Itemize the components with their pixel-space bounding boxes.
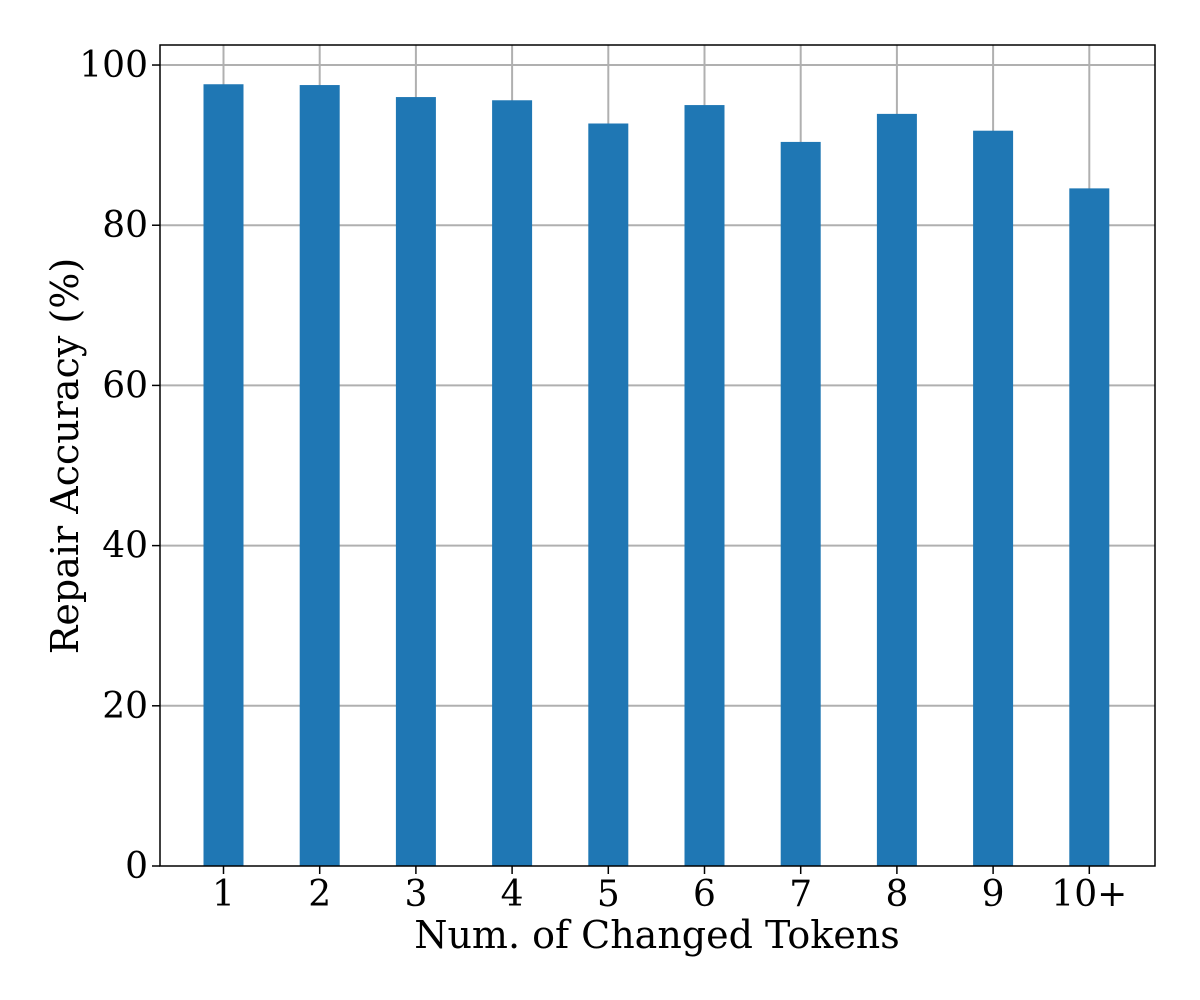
bar-10+ [1069,188,1110,866]
bars [203,84,1110,867]
y-tick-label: 20 [102,686,148,727]
x-tick-label: 2 [308,874,331,915]
bar-1 [203,84,244,866]
y-tick-label: 100 [79,45,148,86]
x-axis-label: Num. of Changed Tokens [414,913,900,957]
x-tick-label: 5 [597,874,620,915]
bar-2 [299,85,340,867]
x-tick-label: 3 [404,874,427,915]
y-tick-label: 40 [102,526,148,567]
y-tick-label: 60 [102,365,148,406]
x-tick-label: 6 [693,874,716,915]
plot-frame [159,44,1156,867]
x-tick-label: 4 [501,874,524,915]
x-tick-label: 1 [212,874,235,915]
y-axis-ticks: 0 20 40 60 80 100 [79,45,160,887]
bar-8 [876,113,917,866]
x-tick-label: 7 [789,874,812,915]
x-tick-label: 9 [982,874,1005,915]
x-tick-label: 10+ [1051,874,1127,915]
x-axis-ticks: 1 2 3 4 5 6 7 8 9 10+ [212,866,1127,915]
bar-5 [588,123,629,867]
y-axis-label: Repair Accuracy (%) [43,258,87,654]
bar-6 [684,105,725,866]
bar-7 [780,141,821,867]
bar-3 [395,97,436,866]
bar-4 [492,100,533,866]
y-tick-label: 0 [125,846,148,887]
x-tick-label: 8 [885,874,908,915]
y-tick-label: 80 [102,205,148,246]
bar-9 [973,130,1014,866]
